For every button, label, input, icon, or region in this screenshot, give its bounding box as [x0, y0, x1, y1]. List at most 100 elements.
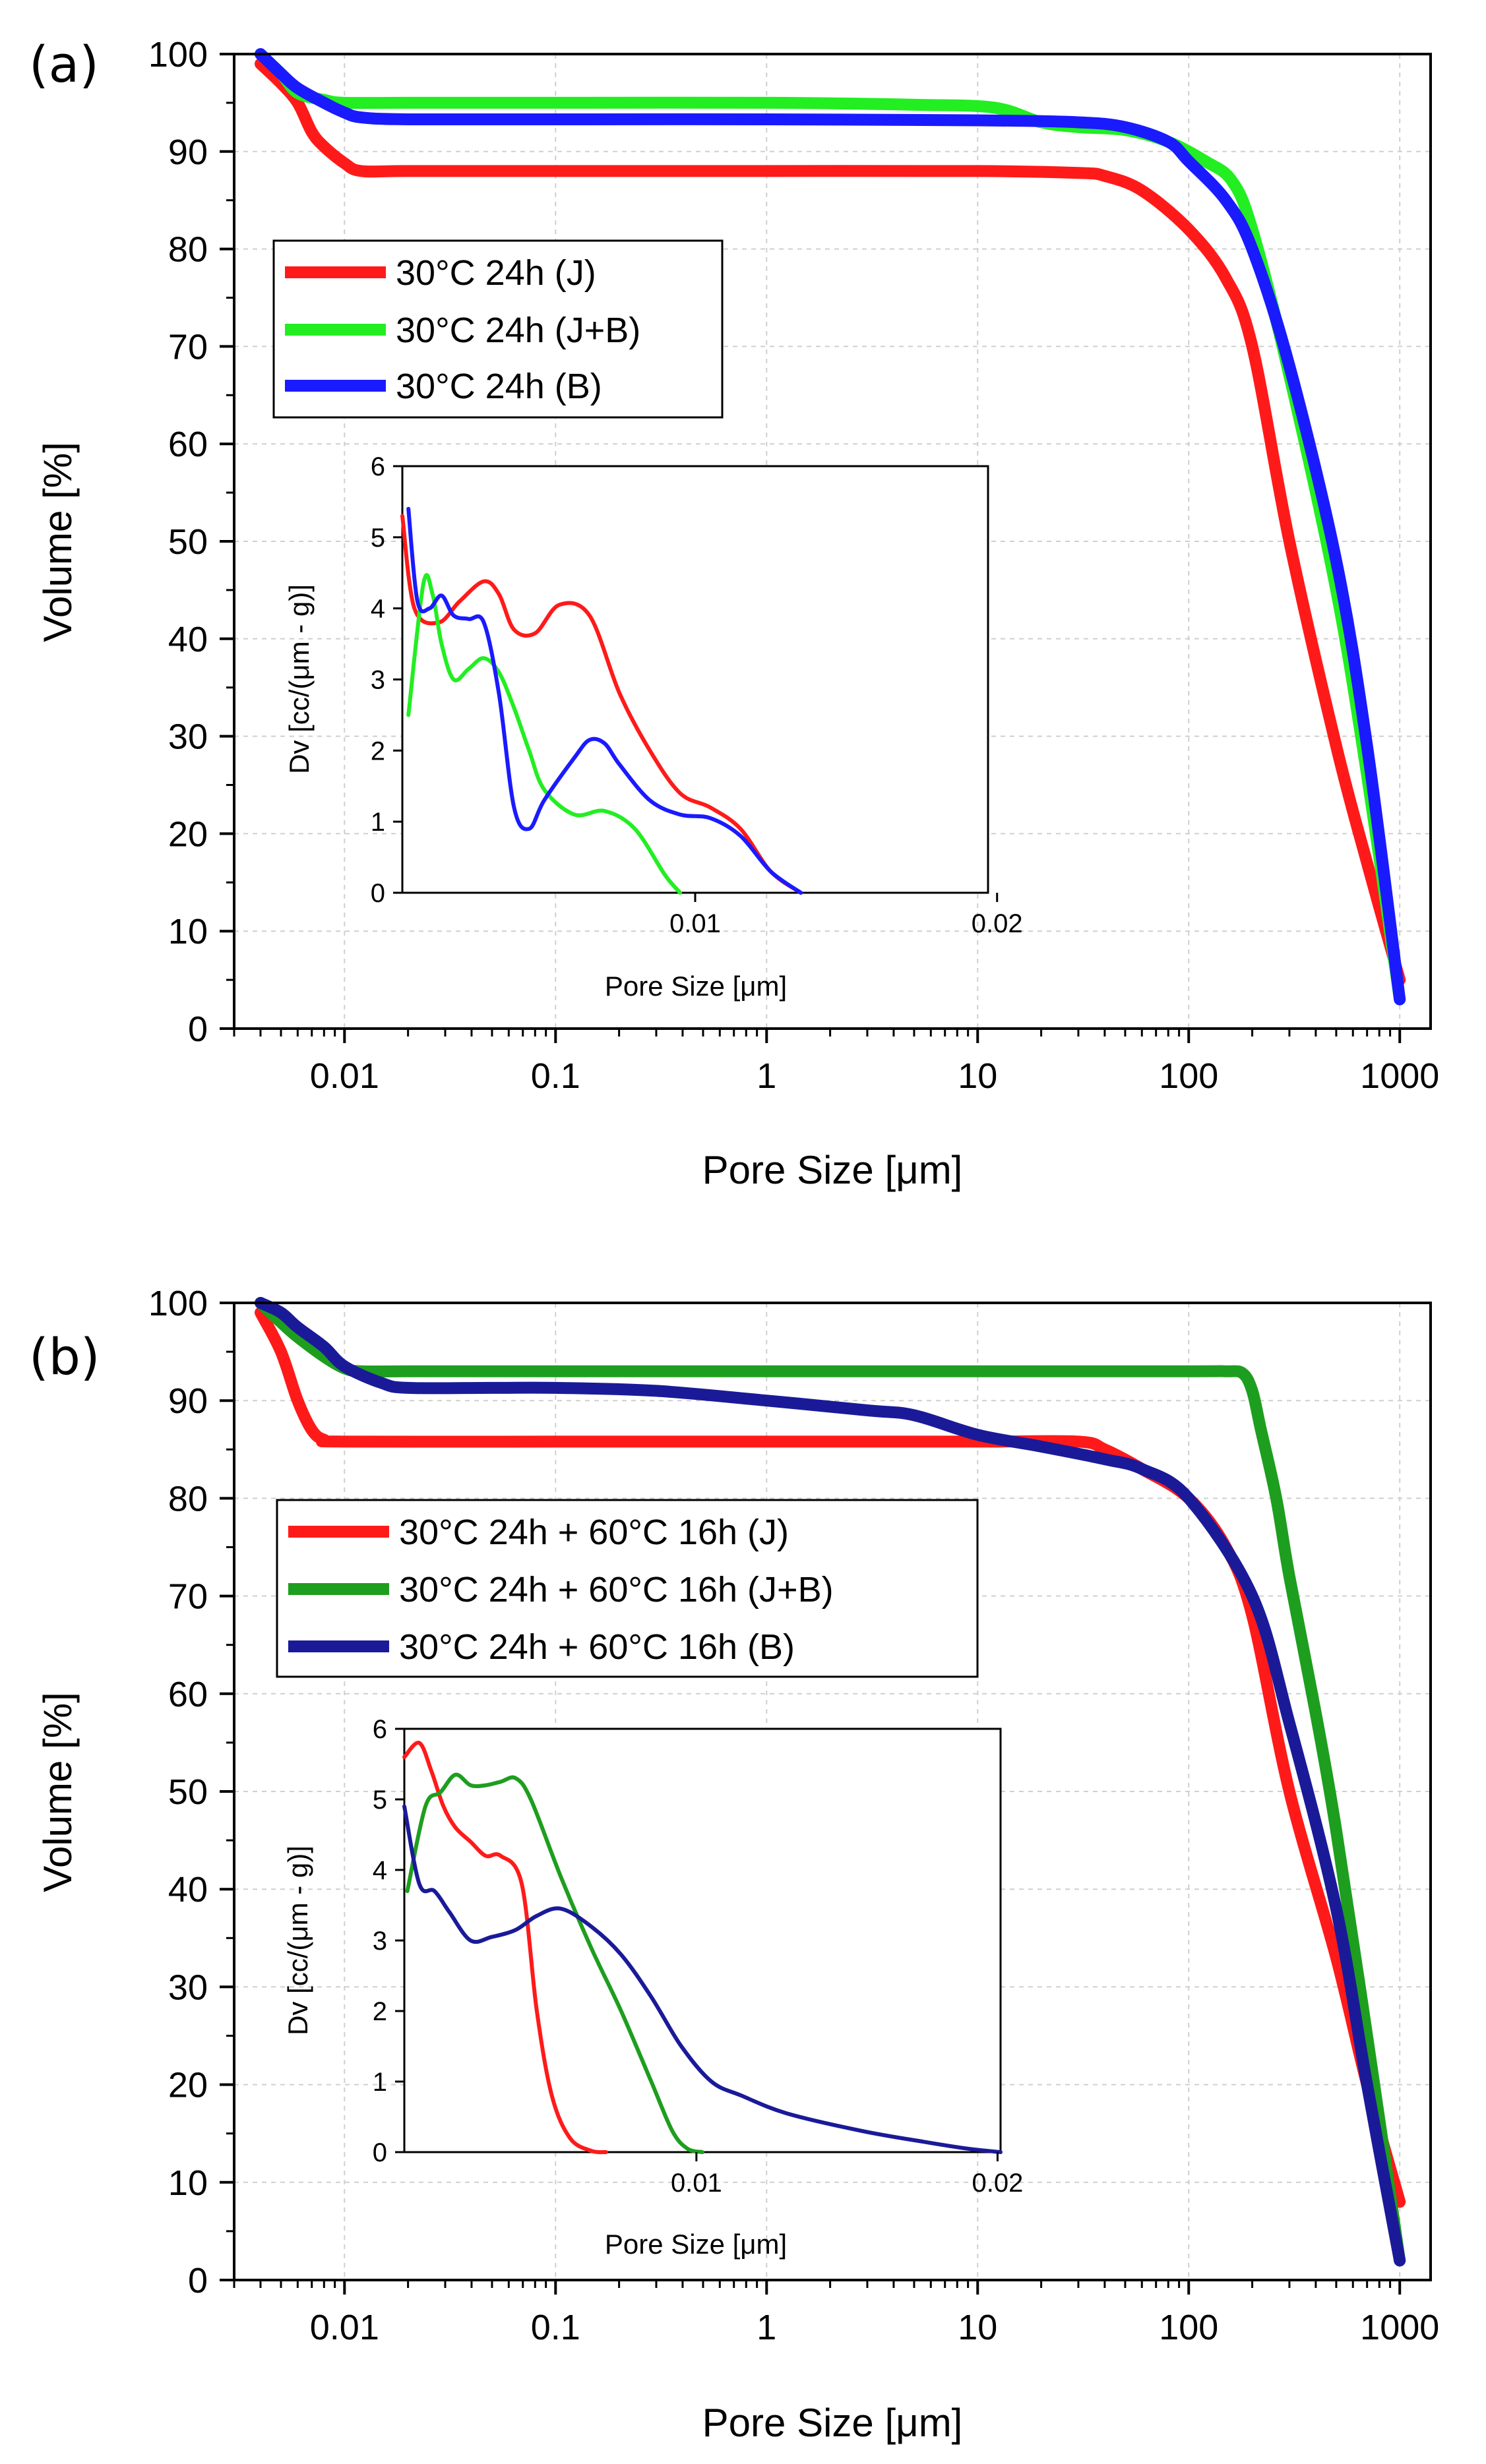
- panel-a-y-tick-label: 10: [168, 912, 208, 951]
- panel-b-inset-x-tick-label: 0.01: [671, 2169, 722, 2198]
- legend-label-b-jb: 30°C 24h + 60°C 16h (J+B): [399, 1570, 834, 1609]
- panel-b-x-tick-label: 1: [757, 2308, 776, 2347]
- panel-b-y-axis-label: Volume [%]: [36, 1692, 80, 1892]
- legend-label-a-j: 30°C 24h (J): [396, 253, 596, 293]
- panel-a: (a) 0.01 0.1 1 10 100 1000 010203040506070809…: [29, 35, 1439, 1192]
- panel-b-inset-y-tick-label: 5: [373, 1786, 387, 1815]
- panel-a-y-tick-label: 40: [168, 620, 208, 659]
- panel-b-y-tick-label: 30: [168, 1968, 208, 2007]
- legend-label-b-b: 30°C 24h + 60°C 16h (B): [399, 1627, 795, 1667]
- panel-b-inset-y-tick-label: 4: [373, 1856, 387, 1885]
- panel-a-x-tick-label: 1: [757, 1056, 776, 1096]
- panel-b-y-tick-label: 20: [168, 2066, 208, 2105]
- panel-a-inset-y-tick-label: 6: [371, 452, 385, 481]
- panel-a-y-tick-label: 30: [168, 717, 208, 757]
- panel-a-y-tick-label: 0: [188, 1009, 208, 1049]
- panel-a-inset-series-2: [406, 506, 803, 895]
- panel-b-inset-x-axis: 0.01 0.02: [671, 2152, 1023, 2198]
- panel-b-x-tick-label: 100: [1159, 2308, 1218, 2347]
- panel-a-inset-x-tick-label: 0.01: [669, 909, 721, 938]
- panel-b-inset-x-label: Pore Size [μm]: [605, 2229, 787, 2260]
- panel-a-series-0: [255, 57, 1406, 986]
- panel-a-inset-y-tick-label: 5: [371, 524, 385, 553]
- panel-b-y-tick-label: 10: [168, 2163, 208, 2203]
- panel-b-y-tick-label: 90: [168, 1381, 208, 1421]
- panel-a-x-tick-label: 0.01: [310, 1056, 379, 1096]
- panel-b-x-axis: 0.01 0.1 1 10 100 1000: [233, 2280, 1439, 2347]
- panel-a-x-tick-label: 100: [1159, 1056, 1218, 1096]
- panel-a-curves: [255, 48, 1406, 1006]
- panel-a-series-2: [255, 48, 1406, 1006]
- panel-b-legend: 30°C 24h + 60°C 16h (J) 30°C 24h + 60°C …: [276, 1499, 979, 1678]
- panel-b-x-tick-label: 1000: [1360, 2308, 1439, 2347]
- legend-label-a-b: 30°C 24h (B): [396, 367, 602, 406]
- panel-b-inset-y-tick-label: 6: [373, 1715, 387, 1744]
- panel-b-label: (b): [29, 1327, 100, 1386]
- panel-b-inset-series-1: [405, 1772, 704, 2154]
- panel-b-inset-y-axis: 0 1 2 3 4 5 6: [373, 1715, 404, 2167]
- panel-b-y-tick-label: 40: [168, 1870, 208, 1909]
- panel-b-y-tick-label: 0: [188, 2261, 208, 2300]
- panel-b-y-tick-label: 70: [168, 1577, 208, 1617]
- panel-a-inset-curves: [400, 506, 803, 895]
- panel-a-inset-x-axis: 0.01 0.02: [669, 893, 1023, 938]
- panel-b-series-2: [255, 1297, 1406, 2267]
- legend-label-a-jb: 30°C 24h (J+B): [396, 311, 640, 350]
- panel-a-y-tick-label: 80: [168, 230, 208, 270]
- panel-b-inset-x-tick-label: 0.02: [972, 2169, 1024, 2198]
- panel-b: (b) 0.01 0.1 1 10 100 1000 010203040506070809…: [29, 1284, 1439, 2445]
- panel-a-y-tick-label: 90: [168, 133, 208, 172]
- panel-a-inset-y-tick-label: 0: [371, 879, 385, 908]
- panel-b-inset-frame: [403, 1728, 1002, 2153]
- panel-b-legend-box: [276, 1499, 979, 1678]
- panel-a-inset-frame: [401, 465, 989, 894]
- panel-b-inset-curves: [402, 1741, 1003, 2155]
- panel-a-inset-y-tick-label: 4: [371, 595, 385, 624]
- panel-a-inset-series-0: [400, 514, 803, 895]
- panel-a-y-tick-label: 100: [148, 35, 208, 75]
- panel-a-inset: 0.01 0.02 0 1 2 3 4 5 6 Pore Size [μm] Dv [cc/(…: [284, 452, 1023, 1002]
- panel-a-inset-y-tick-label: 1: [371, 808, 385, 837]
- panel-a-inset-y-axis: 0 1 2 3 4 5 6: [371, 452, 402, 908]
- panel-b-y-tick-label: 60: [168, 1675, 208, 1714]
- panel-a-y-tick-label: 20: [168, 814, 208, 854]
- panel-b-y-tick-label: 80: [168, 1479, 208, 1518]
- panel-b-x-tick-label: 0.01: [310, 2308, 379, 2347]
- panel-b-inset-series-2: [402, 1804, 1003, 2154]
- panel-b-y-axis: 0 10 20 30 40 50 60 70 80 90 100: [148, 1284, 234, 2300]
- panel-a-y-axis: 0 10 20 30 40 50 60 70 80 90 100: [148, 35, 234, 1049]
- panel-a-x-axis-label: Pore Size [μm]: [702, 1148, 963, 1192]
- panel-a-x-tick-label: 10: [958, 1056, 997, 1096]
- panel-a-inset-y-tick-label: 2: [371, 736, 385, 766]
- panel-a-x-axis: 0.01 0.1 1 10 100 1000: [233, 1029, 1439, 1096]
- panel-b-inset: 0.01 0.02 0 1 2 3 4 5 6 Pore Size [μm] Dv [cc/(…: [282, 1715, 1023, 2260]
- panel-a-y-axis-label: Volume [%]: [36, 442, 80, 642]
- panel-a-inset-y-label: Dv [cc/(μm - g)]: [284, 584, 315, 774]
- panel-a-y-tick-label: 70: [168, 327, 208, 367]
- panel-a-y-tick-label: 50: [168, 522, 208, 562]
- panel-b-x-tick-label: 10: [958, 2308, 997, 2347]
- panel-b-y-tick-label: 100: [148, 1284, 208, 1323]
- panel-b-inset-series-0: [402, 1741, 608, 2155]
- panel-a-legend: 30°C 24h (J) 30°C 24h (J+B) 30°C 24h (B): [272, 239, 724, 419]
- panel-b-inset-y-tick-label: 2: [373, 1997, 387, 2026]
- panel-b-y-tick-label: 50: [168, 1772, 208, 1812]
- panel-b-inset-y-tick-label: 0: [373, 2138, 387, 2167]
- panel-a-x-tick-label: 0.1: [531, 1056, 580, 1096]
- panel-a-inset-series-1: [406, 573, 683, 895]
- panel-b-inset-y-tick-label: 3: [373, 1927, 387, 1956]
- panel-a-label: (a): [29, 35, 99, 94]
- panel-b-x-axis-label: Pore Size [μm]: [702, 2401, 963, 2445]
- panel-a-y-tick-label: 60: [168, 425, 208, 464]
- panel-a-inset-x-label: Pore Size [μm]: [605, 971, 787, 1002]
- panel-b-series-0: [255, 1306, 1406, 2208]
- panel-b-x-tick-label: 0.1: [531, 2308, 580, 2347]
- panel-b-curves: [255, 1297, 1406, 2267]
- panel-b-inset-y-label: Dv [cc/(μm - g)]: [282, 1846, 313, 2035]
- panel-a-inset-x-tick-label: 0.02: [972, 909, 1023, 938]
- panel-a-inset-y-tick-label: 3: [371, 666, 385, 695]
- panel-b-inset-y-tick-label: 1: [373, 2068, 387, 2097]
- panel-a-x-tick-label: 1000: [1360, 1056, 1439, 1096]
- legend-label-b-j: 30°C 24h + 60°C 16h (J): [399, 1513, 789, 1552]
